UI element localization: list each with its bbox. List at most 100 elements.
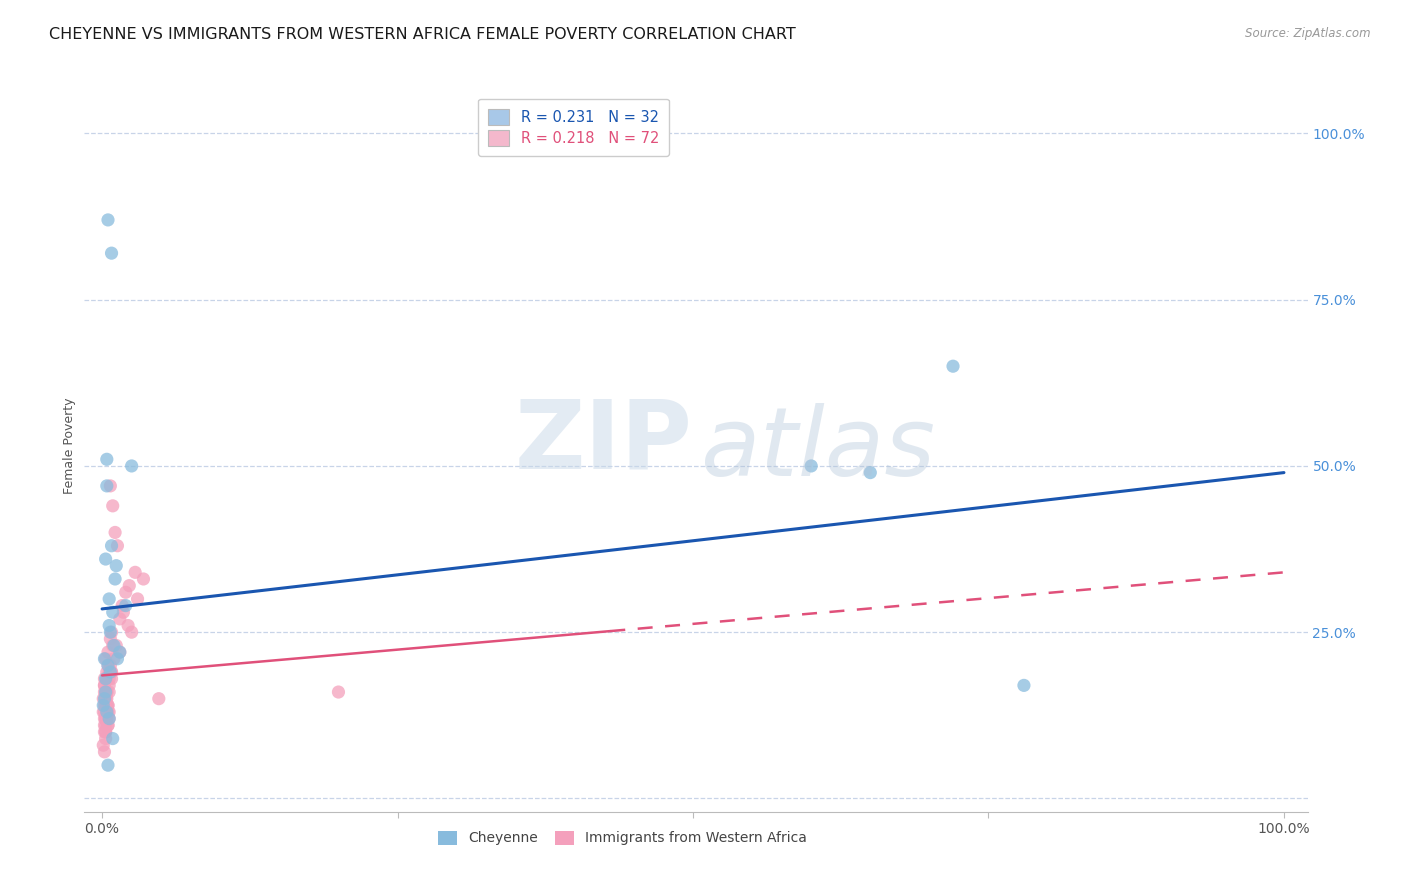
Point xyxy=(94,691,117,706)
Point xyxy=(101,639,124,653)
Point xyxy=(107,652,129,666)
Point xyxy=(107,539,129,553)
Point xyxy=(127,591,149,606)
Y-axis label: Female Poverty: Female Poverty xyxy=(63,398,76,494)
Point xyxy=(114,599,136,613)
Text: atlas: atlas xyxy=(700,403,935,496)
Point xyxy=(148,691,170,706)
Point xyxy=(97,718,120,732)
Point xyxy=(98,672,121,686)
Point xyxy=(93,652,115,666)
Point xyxy=(121,625,143,640)
Point xyxy=(98,685,121,699)
Point xyxy=(100,665,122,679)
Point xyxy=(98,625,121,640)
Point xyxy=(97,645,120,659)
Point xyxy=(97,213,120,227)
Point xyxy=(91,691,114,706)
Point xyxy=(97,718,120,732)
Point xyxy=(96,452,118,467)
Point xyxy=(1012,678,1035,692)
Point xyxy=(96,685,118,699)
Point xyxy=(114,585,136,599)
Point xyxy=(97,698,120,713)
Point xyxy=(132,572,155,586)
Point xyxy=(93,678,115,692)
Point xyxy=(117,618,139,632)
Point xyxy=(942,359,965,374)
Point xyxy=(105,558,128,573)
Point xyxy=(94,718,117,732)
Point xyxy=(93,712,115,726)
Point xyxy=(98,705,121,719)
Point xyxy=(100,672,122,686)
Text: CHEYENNE VS IMMIGRANTS FROM WESTERN AFRICA FEMALE POVERTY CORRELATION CHART: CHEYENNE VS IMMIGRANTS FROM WESTERN AFRI… xyxy=(49,27,796,42)
Point xyxy=(93,691,115,706)
Point xyxy=(96,705,118,719)
Point xyxy=(93,678,115,692)
Point xyxy=(94,691,117,706)
Point xyxy=(98,658,121,673)
Point xyxy=(100,246,122,260)
Point xyxy=(94,725,117,739)
Point xyxy=(104,572,127,586)
Point xyxy=(98,618,121,632)
Point xyxy=(98,591,121,606)
Point xyxy=(94,712,117,726)
Point xyxy=(108,645,131,659)
Point xyxy=(91,705,114,719)
Point xyxy=(96,685,118,699)
Point xyxy=(111,599,134,613)
Point xyxy=(98,665,121,679)
Text: ZIP: ZIP xyxy=(515,396,692,489)
Legend: Cheyenne, Immigrants from Western Africa: Cheyenne, Immigrants from Western Africa xyxy=(430,823,814,853)
Point xyxy=(93,672,115,686)
Point xyxy=(112,605,135,619)
Point xyxy=(93,698,115,713)
Text: Source: ZipAtlas.com: Source: ZipAtlas.com xyxy=(1246,27,1371,40)
Point xyxy=(97,658,120,673)
Point xyxy=(94,652,117,666)
Point xyxy=(94,725,117,739)
Point xyxy=(98,678,121,692)
Point xyxy=(98,479,121,493)
Point xyxy=(94,685,117,699)
Point xyxy=(91,738,114,752)
Point xyxy=(94,552,117,566)
Point xyxy=(104,525,127,540)
Point xyxy=(96,479,118,493)
Point xyxy=(96,705,118,719)
Point xyxy=(94,698,117,713)
Point xyxy=(800,458,823,473)
Point xyxy=(101,499,124,513)
Point xyxy=(93,725,115,739)
Point xyxy=(100,665,122,679)
Point xyxy=(98,665,121,679)
Point xyxy=(101,605,124,619)
Point xyxy=(98,712,121,726)
Point xyxy=(96,712,118,726)
Point xyxy=(93,685,115,699)
Point xyxy=(100,625,122,640)
Point xyxy=(93,718,115,732)
Point xyxy=(96,698,118,713)
Point xyxy=(859,466,882,480)
Point xyxy=(97,658,120,673)
Point xyxy=(98,632,121,646)
Point xyxy=(97,698,120,713)
Point xyxy=(94,712,117,726)
Point xyxy=(96,691,118,706)
Point xyxy=(124,566,146,580)
Point xyxy=(121,458,143,473)
Point xyxy=(97,705,120,719)
Point xyxy=(103,639,125,653)
Point xyxy=(328,685,350,699)
Point xyxy=(103,652,125,666)
Point xyxy=(94,685,117,699)
Point xyxy=(101,731,124,746)
Point xyxy=(108,612,131,626)
Point xyxy=(96,665,118,679)
Point xyxy=(98,712,121,726)
Point xyxy=(93,705,115,719)
Point xyxy=(94,691,117,706)
